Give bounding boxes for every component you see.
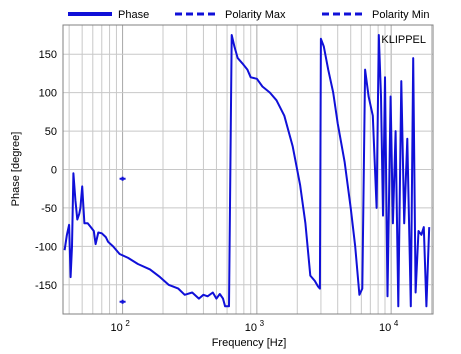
- y-tick-labels: 150 100 50 0 -50 -100 -150: [35, 49, 57, 292]
- legend-label: Phase: [118, 9, 149, 21]
- series-line-0: [63, 34, 431, 308]
- legend-label: Polarity Max: [225, 9, 286, 21]
- x-tick-labels: 10 2 10 3 10 4: [110, 319, 398, 334]
- y-tick-label: -100: [35, 241, 57, 253]
- y-axis-label: Phase [degree]: [10, 132, 22, 207]
- legend: Phase Polarity Max Polarity Min: [68, 9, 429, 21]
- watermark-label: KLIPPEL: [381, 34, 426, 46]
- series-point-1: [119, 176, 126, 181]
- plot-frame: [62, 24, 434, 315]
- y-tick-label: 50: [45, 126, 57, 138]
- x-tick-exponent: 3: [260, 319, 265, 328]
- x-tick-exponent: 2: [125, 319, 130, 328]
- series-point-2: [119, 299, 126, 304]
- legend-label: Polarity Min: [372, 9, 429, 21]
- x-tick-exponent: 4: [394, 319, 399, 328]
- x-axis-label: Frequency [Hz]: [212, 337, 287, 349]
- y-tick-label: -50: [41, 203, 57, 215]
- y-tick-label: 0: [51, 165, 57, 177]
- series-layer: [63, 34, 431, 308]
- x-tick-label: 10: [379, 322, 391, 334]
- y-tick-label: -150: [35, 280, 57, 292]
- x-tick-label: 10: [110, 322, 122, 334]
- y-tick-label: 100: [39, 88, 57, 100]
- y-tick-label: 150: [39, 49, 57, 61]
- x-tick-label: 10: [245, 322, 257, 334]
